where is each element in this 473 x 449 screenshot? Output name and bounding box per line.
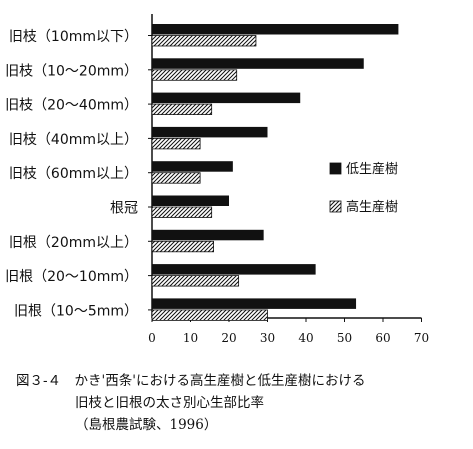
legend-swatch xyxy=(329,200,342,213)
category-label: 旧枝（40mm以上） xyxy=(9,132,138,148)
bar-low-yield xyxy=(152,298,357,309)
x-tick-label: 70 xyxy=(414,331,429,345)
bar-low-yield xyxy=(152,195,229,206)
category-label: 旧枝（20～40mm） xyxy=(5,98,138,114)
plot-area: 0 10 20 30 40 50 60 70 旧枝（10mm以下） 旧枝（10～20mm） 旧枝（2… xyxy=(5,14,429,345)
bar-high-yield xyxy=(151,275,240,287)
category-label: 旧枝（10～20mm） xyxy=(5,63,138,79)
x-tick-label: 50 xyxy=(337,331,352,345)
x-tick-label: 30 xyxy=(260,331,275,345)
bar-high-yield xyxy=(151,69,238,81)
x-tick-label: 0 xyxy=(148,331,156,345)
bar-low-yield xyxy=(152,92,301,104)
category-label: 旧根（20mm以上） xyxy=(9,235,138,251)
category-label: 旧枝（60mm以上） xyxy=(9,166,138,182)
bar-low-yield xyxy=(152,24,399,35)
figure-caption-line2: 旧枝と旧根の太さ別心生部比率 xyxy=(75,395,264,411)
bar-high-yield xyxy=(151,172,201,184)
category-label: 根冠 xyxy=(110,201,138,217)
x-tick-label: 20 xyxy=(221,331,236,345)
legend-label: 低生産樹 xyxy=(346,161,398,177)
x-tick-label: 10 xyxy=(183,331,198,345)
bar-chart: 0 10 20 30 40 50 60 70 旧枝（10mm以下） 旧枝（10～20mm） 旧枝（2… xyxy=(5,14,429,345)
bar-high-yield xyxy=(151,35,257,47)
figure-caption-line1: 図３‐４ かき'西条'における高生産樹と低生産樹における xyxy=(16,373,366,389)
figure-caption-line3: （島根農試験、1996） xyxy=(75,417,218,433)
bar-low-yield xyxy=(152,126,268,138)
bar-high-yield xyxy=(151,103,213,115)
bar-low-yield xyxy=(152,264,316,275)
bar-high-yield xyxy=(151,206,213,218)
x-tick-label: 60 xyxy=(375,331,390,345)
legend-label: 高生産樹 xyxy=(346,199,398,215)
category-label: 旧枝（10mm以下） xyxy=(9,29,138,45)
category-label: 旧根（10～5mm） xyxy=(14,303,138,319)
bar-low-yield xyxy=(152,229,264,241)
legend-swatch xyxy=(329,162,342,175)
bar-high-yield xyxy=(151,309,268,321)
bar-low-yield xyxy=(152,161,233,172)
bar-low-yield xyxy=(152,58,364,69)
bar-high-yield xyxy=(151,240,214,253)
category-label: 旧根（20～10mm） xyxy=(5,269,138,285)
bar-high-yield xyxy=(151,137,201,150)
x-tick-label: 40 xyxy=(298,331,313,345)
